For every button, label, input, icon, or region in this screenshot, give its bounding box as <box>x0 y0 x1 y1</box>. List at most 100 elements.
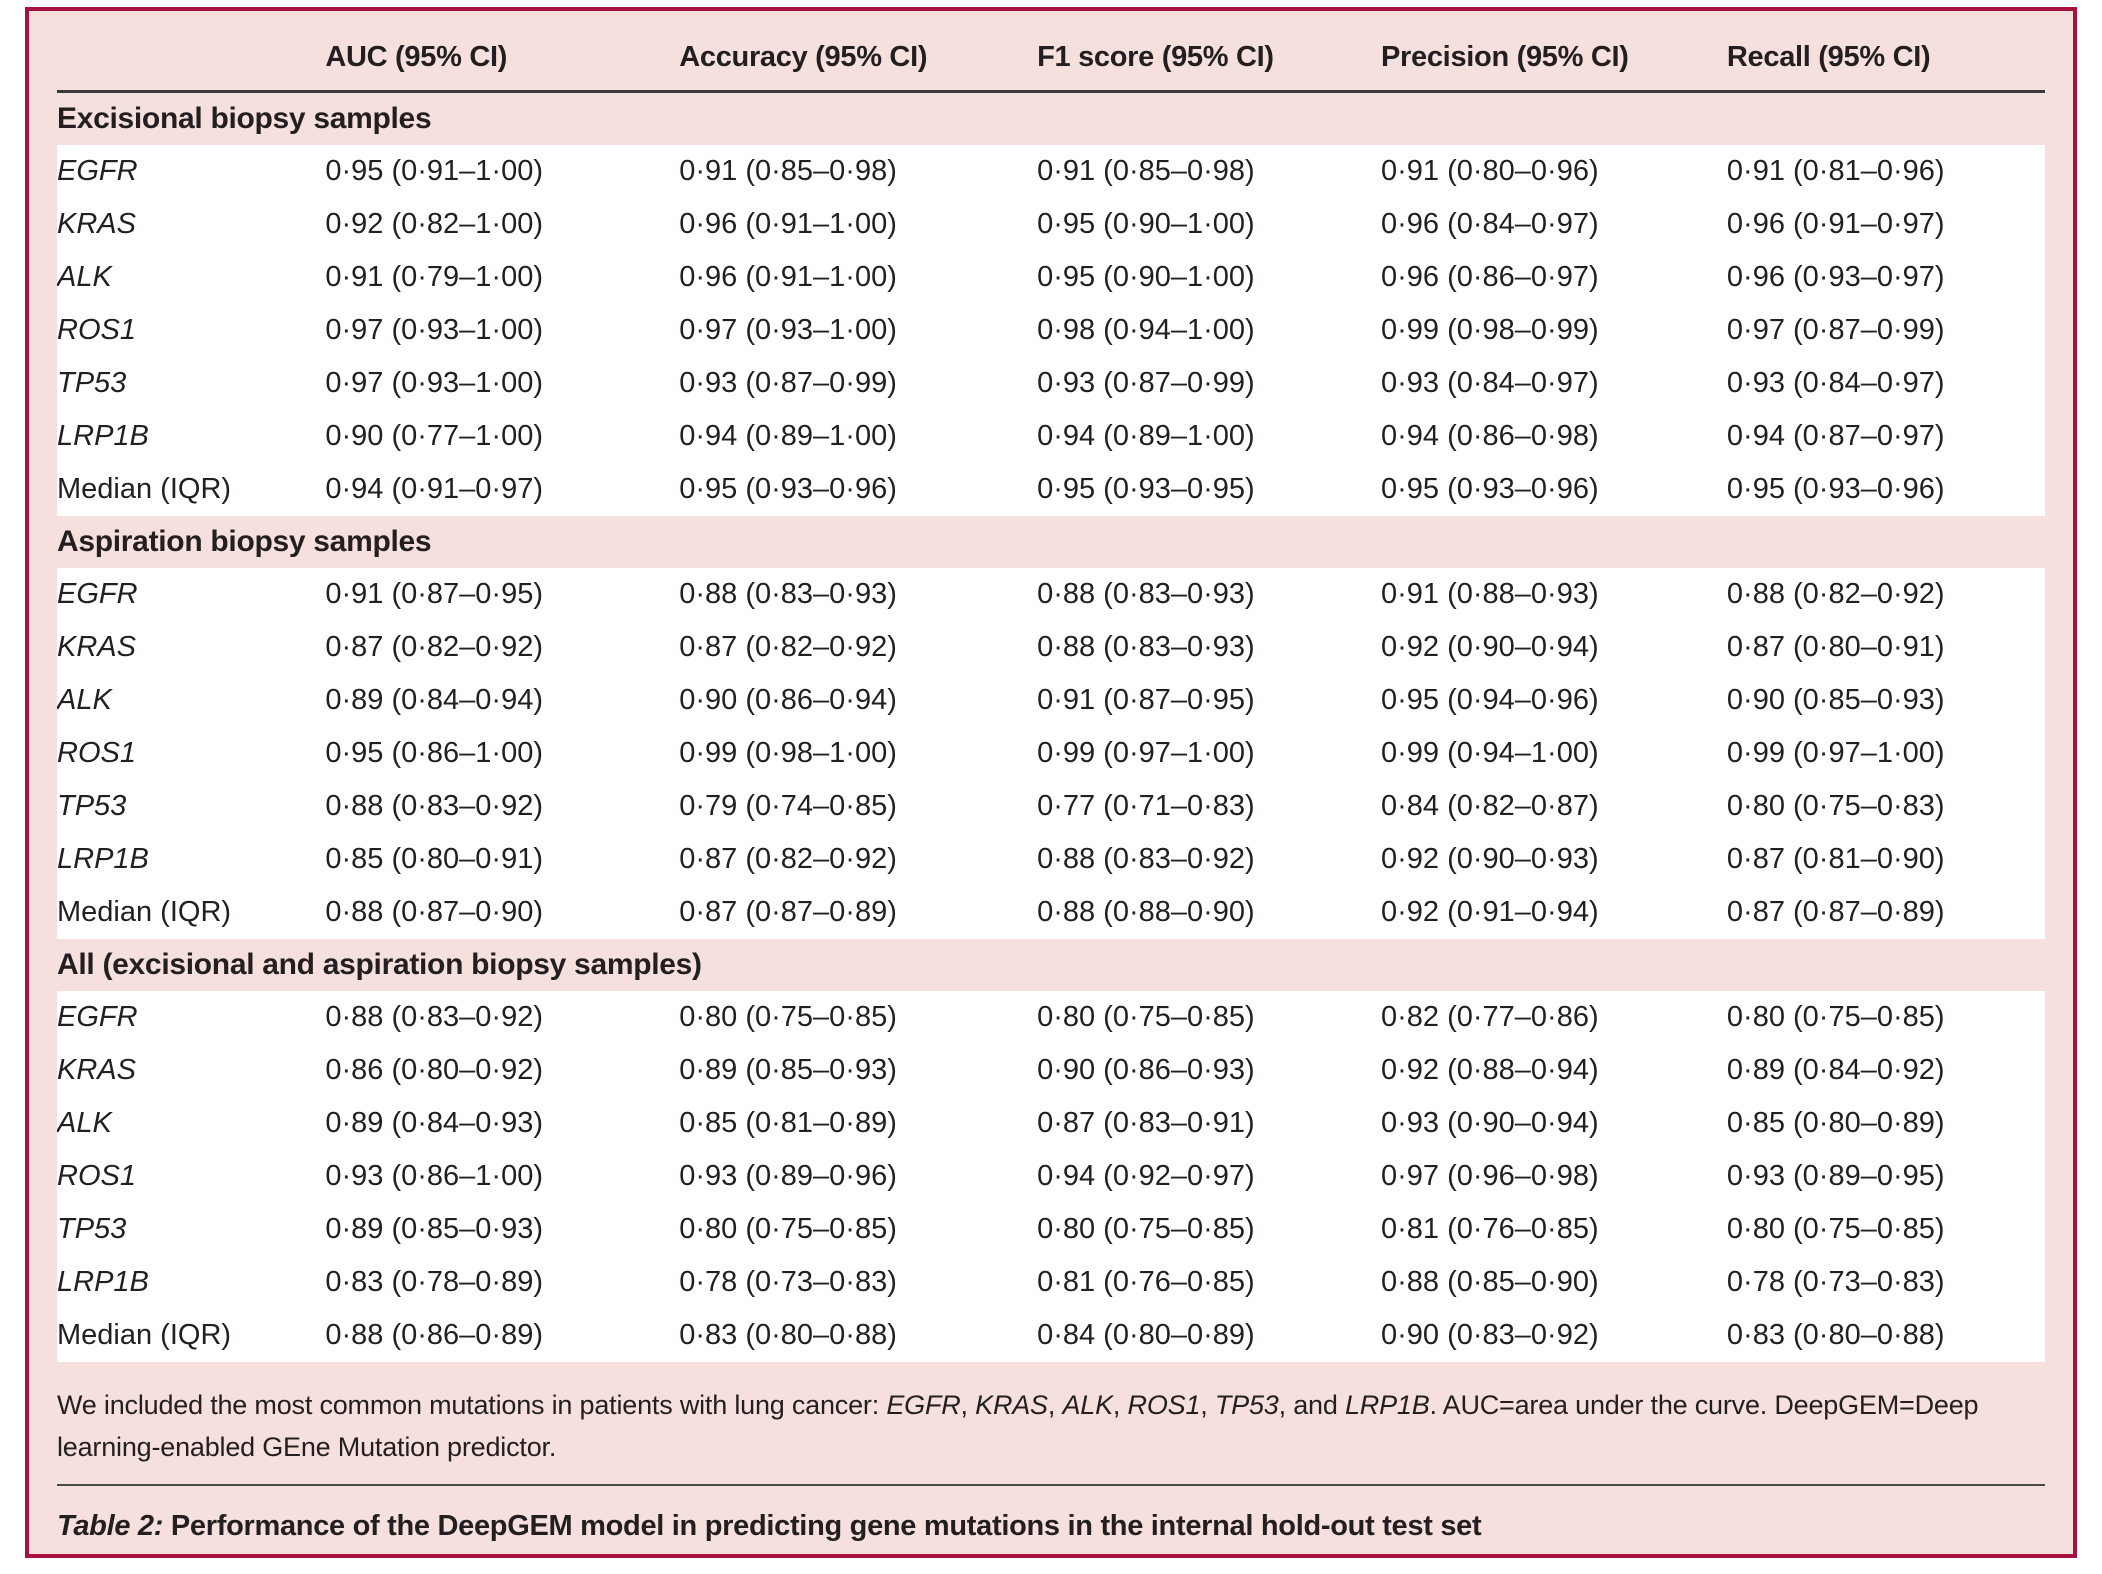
text-part: , and <box>1278 1390 1345 1420</box>
column-header: Precision (95% CI) <box>1381 41 1629 73</box>
value-cell: 0·80 (0·75–0·85) <box>1037 1213 1255 1245</box>
gene-label: ROS1 <box>57 737 136 769</box>
value-cell: 0·80 (0·75–0·85) <box>1726 1213 1945 1245</box>
value-cell: 0·81 (0·76–0·85) <box>1037 1266 1255 1298</box>
gene-label: EGFR <box>57 1001 138 1033</box>
text-part: Table 2: <box>57 1510 164 1542</box>
table-row: TP53 0·97 (0·93–1·00) 0·93 (0·87–0·99) 0·93… <box>57 357 2045 410</box>
value-cell: 0·92 (0·91–0·94) <box>1381 896 1599 928</box>
header-row: AUC (95% CI) Accuracy (95% CI) F1 score (9… <box>57 11 2045 90</box>
gene-label: ALK <box>57 1107 112 1139</box>
value-cell: 0·94 (0·87–0·97) <box>1726 420 1945 452</box>
section-title: All (excisional and aspiration biopsy sa… <box>57 948 702 981</box>
table-caption: Table 2: Performance of the DeepGEM mode… <box>57 1486 2045 1554</box>
value-cell: 0·95 (0·90–1·00) <box>1037 208 1255 240</box>
header-rule <box>57 90 2045 93</box>
column-header: AUC (95% CI) <box>325 41 508 73</box>
table-row: Median (IQR) 0·88 (0·87–0·90) 0·87 (0·87–0… <box>57 886 2045 939</box>
section-rows: EGFR 0·95 (0·91–1·00) 0·91 (0·85–0·98) 0·91… <box>57 145 2045 516</box>
value-cell: 0·87 (0·82–0·92) <box>679 631 897 663</box>
table-row: ROS1 0·93 (0·86–1·00) 0·93 (0·89–0·96) 0·94… <box>57 1150 2045 1203</box>
value-cell: 0·89 (0·85–0·93) <box>679 1054 897 1086</box>
value-cell: 0·88 (0·83–0·92) <box>325 790 544 822</box>
value-cell: 0·87 (0·87–0·89) <box>1726 896 1945 928</box>
value-cell: 0·89 (0·84–0·92) <box>1726 1054 1945 1086</box>
value-cell: 0·86 (0·80–0·92) <box>325 1054 544 1086</box>
value-cell: 0·92 (0·90–0·93) <box>1381 843 1599 875</box>
section-title: Aspiration biopsy samples <box>57 525 432 558</box>
gene-label: TP53 <box>57 367 127 399</box>
value-cell: 0·90 (0·86–0·94) <box>679 684 897 716</box>
column-header: Accuracy (95% CI) <box>679 41 928 73</box>
gene-label: ROS1 <box>57 314 136 346</box>
value-cell: 0·80 (0·75–0·85) <box>1726 1001 1945 1033</box>
value-cell: 0·91 (0·88–0·93) <box>1381 578 1599 610</box>
gene-label: ALK <box>57 684 112 716</box>
value-cell: 0·94 (0·89–1·00) <box>679 420 897 452</box>
value-cell: 0·91 (0·87–0·95) <box>1037 684 1255 716</box>
value-cell: 0·98 (0·94–1·00) <box>1037 314 1255 346</box>
value-cell: 0·91 (0·80–0·96) <box>1381 155 1599 187</box>
text-part: LRP1B <box>1344 1390 1430 1420</box>
value-cell: 0·99 (0·98–0·99) <box>1381 314 1599 346</box>
gene-label: LRP1B <box>57 420 149 452</box>
value-cell: 0·88 (0·83–0·92) <box>325 1001 544 1033</box>
value-cell: 0·91 (0·87–0·95) <box>325 578 544 610</box>
value-cell: 0·93 (0·84–0·97) <box>1726 367 1945 399</box>
section-header: Aspiration biopsy samples <box>57 516 2045 568</box>
value-cell: 0·88 (0·86–0·89) <box>325 1319 544 1351</box>
table-frame: AUC (95% CI) Accuracy (95% CI) F1 score (9… <box>25 7 2077 1558</box>
table-row: KRAS 0·87 (0·82–0·92) 0·87 (0·82–0·92) 0·88… <box>57 621 2045 674</box>
text-part: EGFR <box>886 1390 961 1420</box>
text-part: , <box>960 1390 976 1420</box>
value-cell: 0·88 (0·82–0·92) <box>1726 578 1945 610</box>
text-part: Performance of the DeepGEM model in pred… <box>163 1510 1482 1542</box>
gene-label: LRP1B <box>57 1266 149 1298</box>
gene-label: ALK <box>57 261 112 293</box>
table-row: ALK 0·89 (0·84–0·94) 0·90 (0·86–0·94) 0·91 … <box>57 674 2045 727</box>
value-cell: 0·96 (0·91–0·97) <box>1726 208 1945 240</box>
value-cell: 0·85 (0·80–0·89) <box>1726 1107 1945 1139</box>
value-cell: 0·92 (0·82–1·00) <box>325 208 544 240</box>
value-cell: 0·83 (0·80–0·88) <box>1726 1319 1945 1351</box>
value-cell: 0·85 (0·81–0·89) <box>679 1107 897 1139</box>
value-cell: 0·87 (0·87–0·89) <box>679 896 897 928</box>
value-cell: 0·84 (0·80–0·89) <box>1037 1319 1255 1351</box>
value-cell: 0·89 (0·84–0·93) <box>325 1107 544 1139</box>
value-cell: 0·88 (0·83–0·93) <box>679 578 897 610</box>
gene-label: EGFR <box>57 578 138 610</box>
value-cell: 0·89 (0·85–0·93) <box>325 1213 544 1245</box>
value-cell: 0·97 (0·93–1·00) <box>679 314 897 346</box>
table-row: Median (IQR) 0·88 (0·86–0·89) 0·83 (0·80–0… <box>57 1309 2045 1362</box>
value-cell: 0·93 (0·87–0·99) <box>679 367 897 399</box>
gene-label: KRAS <box>57 1054 136 1086</box>
section-title: Excisional biopsy samples <box>57 102 432 135</box>
value-cell: 0·80 (0·75–0·83) <box>1726 790 1945 822</box>
text-part: TP53 <box>1214 1390 1279 1420</box>
value-cell: 0·90 (0·77–1·00) <box>325 420 544 452</box>
row-label: Median (IQR) <box>57 896 232 928</box>
section-rows: EGFR 0·88 (0·83–0·92) 0·80 (0·75–0·85) 0·80… <box>57 991 2045 1362</box>
value-cell: 0·91 (0·85–0·98) <box>679 155 897 187</box>
value-cell: 0·99 (0·98–1·00) <box>679 737 897 769</box>
value-cell: 0·99 (0·97–1·00) <box>1726 737 1945 769</box>
value-cell: 0·90 (0·85–0·93) <box>1726 684 1945 716</box>
section-header: Excisional biopsy samples <box>57 93 2045 145</box>
value-cell: 0·95 (0·94–0·96) <box>1381 684 1599 716</box>
text-part: ROS1 <box>1127 1390 1201 1420</box>
value-cell: 0·93 (0·89–0·95) <box>1726 1160 1945 1192</box>
text-part: . AUC=area under the curve. DeepGEM=Deep… <box>57 1390 1979 1462</box>
value-cell: 0·87 (0·82–0·92) <box>679 843 897 875</box>
value-cell: 0·80 (0·75–0·85) <box>679 1001 897 1033</box>
value-cell: 0·94 (0·91–0·97) <box>325 473 544 505</box>
value-cell: 0·96 (0·91–1·00) <box>679 208 897 240</box>
value-cell: 0·90 (0·86–0·93) <box>1037 1054 1255 1086</box>
table-row: Median (IQR) 0·94 (0·91–0·97) 0·95 (0·93–0… <box>57 463 2045 516</box>
value-cell: 0·95 (0·91–1·00) <box>325 155 544 187</box>
table-row: EGFR 0·91 (0·87–0·95) 0·88 (0·83–0·93) 0·88… <box>57 568 2045 621</box>
table-row: ALK 0·91 (0·79–1·00) 0·96 (0·91–1·00) 0·95 … <box>57 251 2045 304</box>
gene-label: EGFR <box>57 155 138 187</box>
value-cell: 0·93 (0·86–1·00) <box>325 1160 544 1192</box>
value-cell: 0·87 (0·80–0·91) <box>1726 631 1945 663</box>
